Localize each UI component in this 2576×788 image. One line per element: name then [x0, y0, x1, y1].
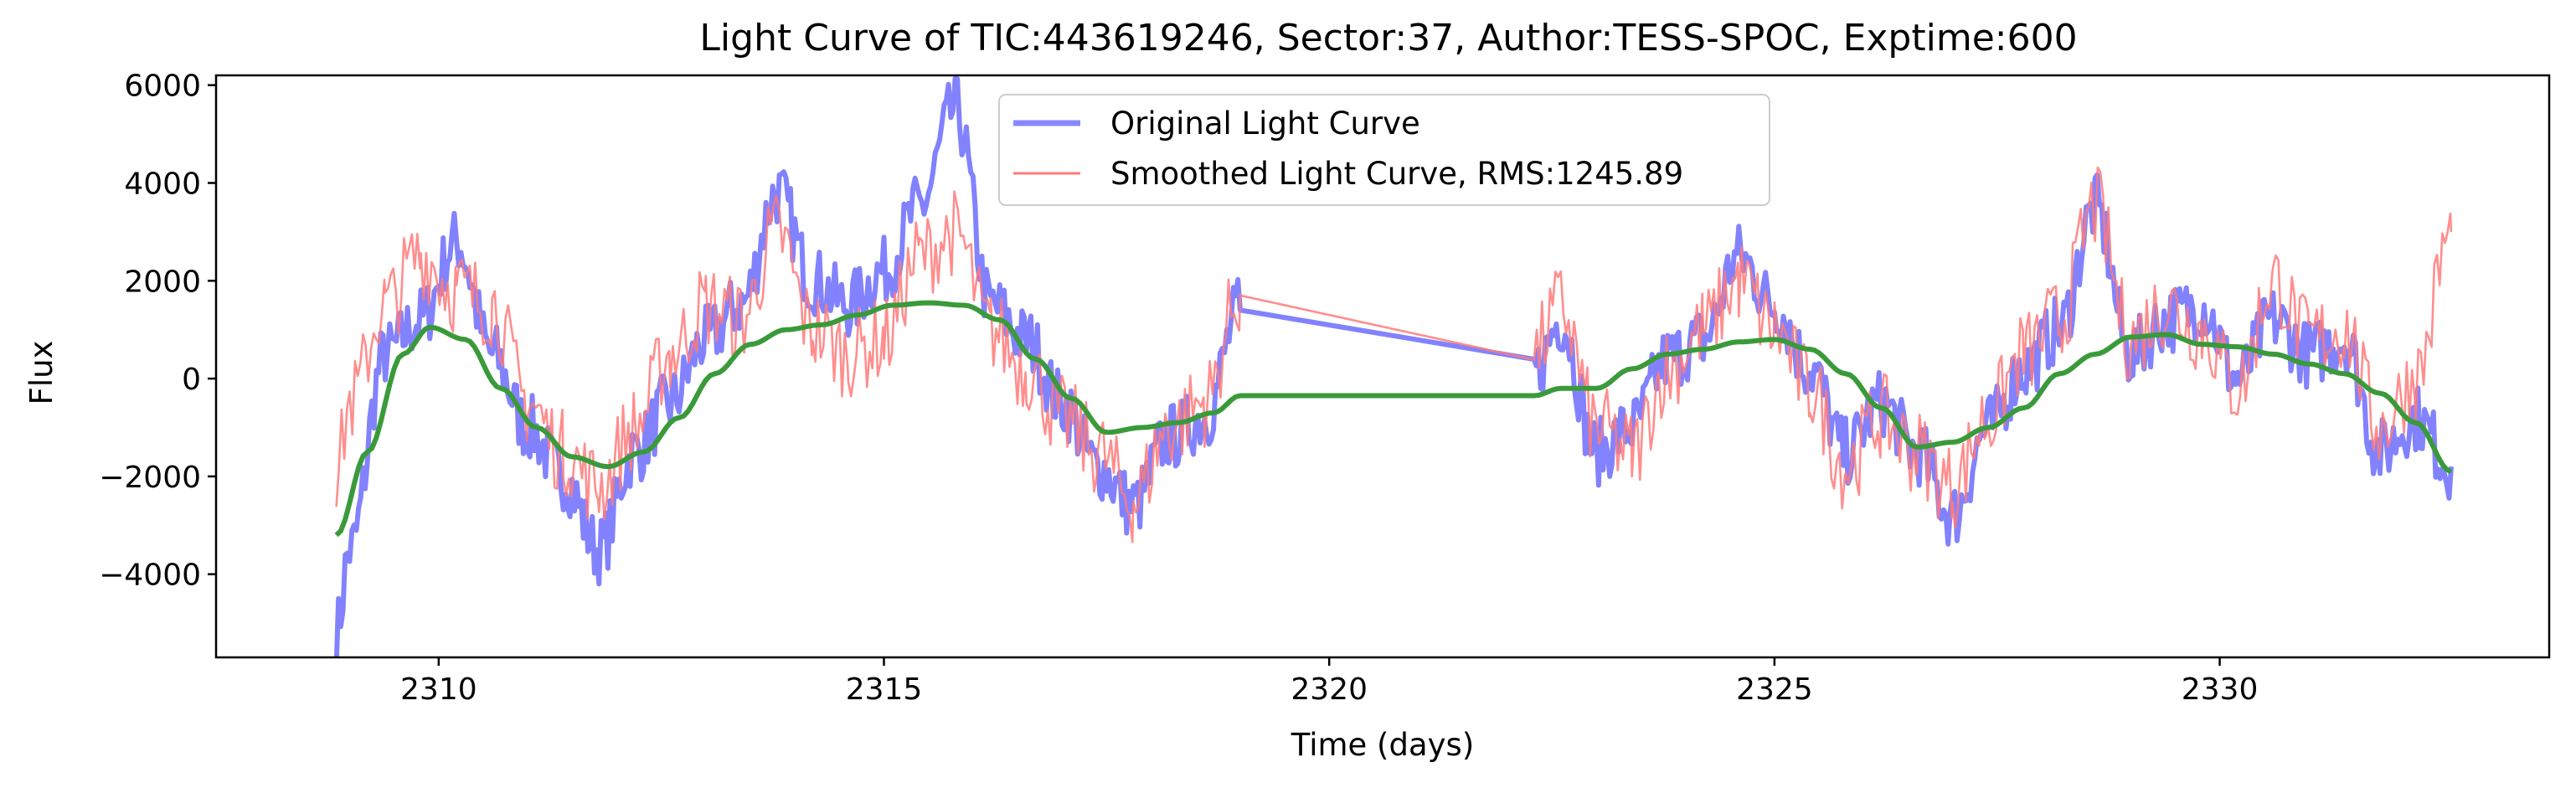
x-tick-label: 2310	[400, 672, 477, 707]
y-tick-label: −4000	[99, 559, 201, 593]
x-tick-label: 2325	[1736, 672, 1813, 707]
series-trend-line	[334, 300, 2453, 538]
x-axis-label: Time (days)	[1291, 727, 1475, 763]
legend: Original Light Curve Smoothed Light Curv…	[998, 94, 1770, 206]
legend-label-smoothed: Smoothed Light Curve, RMS:1245.89	[1110, 156, 1683, 192]
x-axis-ticks: 2310 2315 2320 2325 2330	[400, 657, 2258, 707]
chart-title: Light Curve of TIC:443619246, Sector:37,…	[699, 17, 2077, 59]
series-smoothed-line	[335, 166, 2453, 543]
x-tick-label: 2315	[846, 672, 923, 707]
y-tick-label: 4000	[124, 167, 201, 201]
y-tick-label: 2000	[124, 265, 201, 299]
x-tick-label: 2330	[2182, 672, 2259, 707]
legend-label-original: Original Light Curve	[1110, 106, 1420, 142]
plot-area-frame	[214, 74, 2551, 659]
y-tick-label: −2000	[99, 461, 201, 495]
x-tick-label: 2320	[1291, 672, 1368, 707]
y-axis-ticks: −4000 −2000 0 2000 4000 6000	[99, 70, 216, 593]
y-axis-label: Flux	[23, 341, 59, 405]
plot-series	[333, 75, 2454, 657]
y-tick-label: 6000	[124, 70, 201, 104]
legend-box	[998, 94, 1770, 206]
y-tick-label: 0	[182, 363, 201, 397]
